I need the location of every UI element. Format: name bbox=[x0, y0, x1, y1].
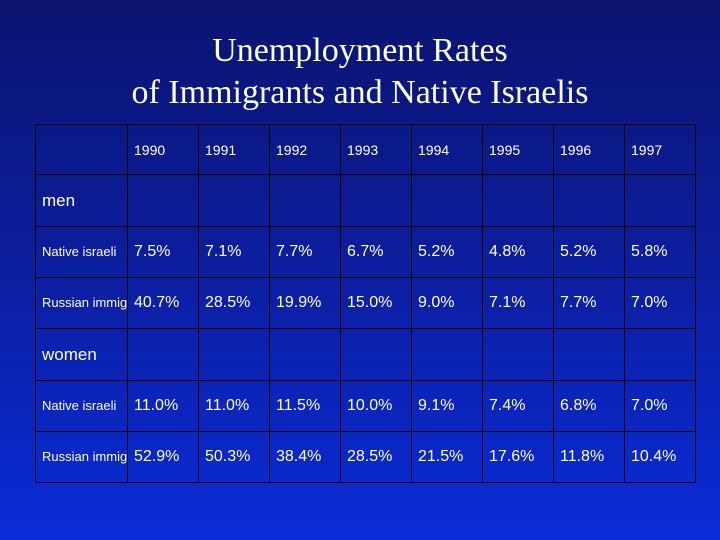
empty-cell bbox=[482, 174, 554, 227]
year-header: 1997 bbox=[624, 124, 696, 175]
header-row: 1990 1991 1992 1993 1994 1995 1996 1997 bbox=[35, 124, 696, 175]
rate-cell: 6.7% bbox=[340, 226, 412, 278]
table-row: Native israeli 7.5% 7.1% 7.7% 6.7% 5.2% 4.8% 5.… bbox=[35, 226, 696, 278]
section-label: women bbox=[35, 328, 128, 381]
unemployment-table: 1990 1991 1992 1993 1994 1995 1996 1997 men Nativ… bbox=[35, 124, 696, 483]
rate-cell: 11.8% bbox=[553, 431, 625, 483]
rate-cell: 6.8% bbox=[553, 380, 625, 432]
year-header: 1992 bbox=[269, 124, 341, 175]
empty-cell bbox=[482, 328, 554, 381]
rate-cell: 38.4% bbox=[269, 431, 341, 483]
slide-title-line-2: of Immigrants and Native Israelis bbox=[131, 74, 589, 111]
rate-cell: 7.5% bbox=[127, 226, 199, 278]
rate-cell: 10.0% bbox=[340, 380, 412, 432]
section-row: women bbox=[35, 328, 696, 381]
row-label: Russian immigrant bbox=[35, 431, 128, 483]
rate-cell: 11.0% bbox=[198, 380, 270, 432]
rate-cell: 52.9% bbox=[127, 431, 199, 483]
empty-cell bbox=[198, 328, 270, 381]
rate-cell: 11.0% bbox=[127, 380, 199, 432]
table-row: Native israeli 11.0% 11.0% 11.5% 10.0% 9.1% 7.… bbox=[35, 380, 696, 432]
rate-cell: 4.8% bbox=[482, 226, 554, 278]
rate-cell: 28.5% bbox=[198, 277, 270, 329]
empty-cell bbox=[127, 174, 199, 227]
empty-cell bbox=[553, 174, 625, 227]
empty-cell bbox=[624, 328, 696, 381]
rate-cell: 10.4% bbox=[624, 431, 696, 483]
rate-cell: 50.3% bbox=[198, 431, 270, 483]
year-header: 1994 bbox=[411, 124, 483, 175]
rate-cell: 7.0% bbox=[624, 380, 696, 432]
rate-cell: 11.5% bbox=[269, 380, 341, 432]
rate-cell: 7.1% bbox=[198, 226, 270, 278]
slide-title-line-1: Unemployment Rates bbox=[212, 32, 508, 69]
rate-cell: 9.1% bbox=[411, 380, 483, 432]
year-header: 1996 bbox=[553, 124, 625, 175]
rate-cell: 5.8% bbox=[624, 226, 696, 278]
table-body: 1990 1991 1992 1993 1994 1995 1996 1997 men Nativ… bbox=[35, 124, 696, 483]
row-label: Russian immigrant bbox=[35, 277, 128, 329]
year-header: 1993 bbox=[340, 124, 412, 175]
rate-cell: 7.7% bbox=[269, 226, 341, 278]
empty-cell bbox=[127, 328, 199, 381]
rate-cell: 7.7% bbox=[553, 277, 625, 329]
empty-cell bbox=[411, 174, 483, 227]
empty-cell bbox=[553, 328, 625, 381]
rate-cell: 5.2% bbox=[553, 226, 625, 278]
empty-cell bbox=[269, 174, 341, 227]
rate-cell: 15.0% bbox=[340, 277, 412, 329]
year-header: 1995 bbox=[482, 124, 554, 175]
rate-cell: 28.5% bbox=[340, 431, 412, 483]
row-label: Native israeli bbox=[35, 380, 128, 432]
table-row: Russian immigrant52.9%50.3%38.4%28.5%21.… bbox=[35, 431, 696, 483]
row-label: Native israeli bbox=[35, 226, 128, 278]
rate-cell: 19.9% bbox=[269, 277, 341, 329]
rate-cell: 21.5% bbox=[411, 431, 483, 483]
empty-cell bbox=[340, 174, 412, 227]
slide-title: Unemployment Rates of Immigrants and Nat… bbox=[0, 30, 720, 114]
empty-cell bbox=[624, 174, 696, 227]
rate-cell: 9.0% bbox=[411, 277, 483, 329]
rate-cell: 7.1% bbox=[482, 277, 554, 329]
rate-cell: 5.2% bbox=[411, 226, 483, 278]
table-row: Russian immigrant40.7%28.5%19.9%15.0%9.0… bbox=[35, 277, 696, 329]
empty-cell bbox=[340, 328, 412, 381]
rate-cell: 7.0% bbox=[624, 277, 696, 329]
year-header: 1990 bbox=[127, 124, 199, 175]
rate-cell: 40.7% bbox=[127, 277, 199, 329]
rate-cell: 7.4% bbox=[482, 380, 554, 432]
year-header: 1991 bbox=[198, 124, 270, 175]
empty-cell bbox=[269, 328, 341, 381]
section-label: men bbox=[35, 174, 128, 227]
corner-cell bbox=[35, 124, 128, 175]
empty-cell bbox=[411, 328, 483, 381]
section-row: men bbox=[35, 174, 696, 227]
empty-cell bbox=[198, 174, 270, 227]
rate-cell: 17.6% bbox=[482, 431, 554, 483]
